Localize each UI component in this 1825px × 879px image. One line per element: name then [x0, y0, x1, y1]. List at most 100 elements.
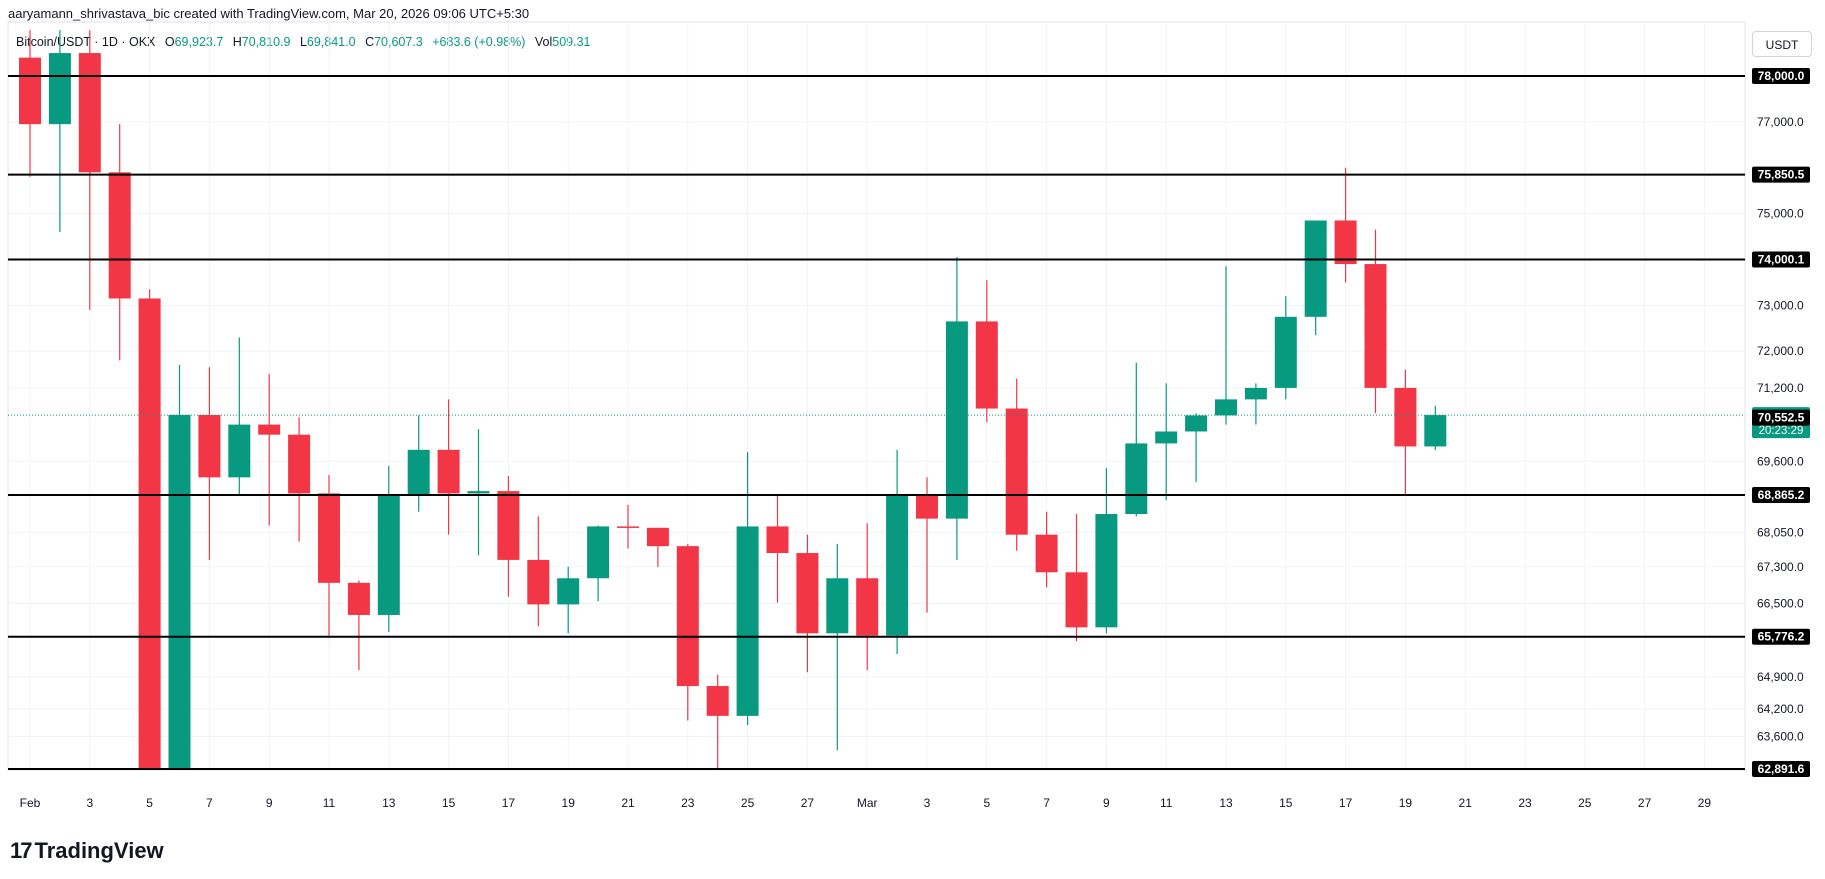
candle-body[interactable]	[826, 578, 849, 634]
candle-body[interactable]	[168, 414, 191, 778]
x-axis-tick-label: 13	[1219, 796, 1233, 810]
marker-badge-bg	[1752, 409, 1810, 426]
header-caption: aaryamann_shrivastava_bic created with T…	[8, 6, 530, 21]
candle-body[interactable]	[646, 527, 669, 547]
candle-body[interactable]	[617, 526, 639, 528]
candle-body[interactable]	[1394, 387, 1417, 447]
candle-body[interactable]	[1065, 572, 1088, 628]
candle-body[interactable]	[377, 495, 400, 615]
x-axis-tick-label: 29	[1698, 796, 1712, 810]
plot-frame	[7, 21, 1746, 771]
candle-body[interactable]	[1185, 415, 1208, 432]
candle-body[interactable]	[347, 582, 370, 615]
candle-body[interactable]	[945, 321, 968, 519]
x-axis-tick-label: 15	[1279, 796, 1293, 810]
candle-body[interactable]	[1304, 220, 1327, 317]
symbol-name[interactable]: Bitcoin/USDT · 1D · OKX	[16, 35, 156, 49]
candle-body[interactable]	[48, 53, 71, 125]
candle-body[interactable]	[497, 491, 520, 560]
level-badge: 62,891.6	[1758, 762, 1805, 776]
candle-body[interactable]	[1095, 514, 1118, 628]
candle-body[interactable]	[796, 553, 819, 634]
level-badge-bg	[1752, 166, 1810, 183]
x-axis-tick-label: 7	[206, 796, 213, 810]
candle-body[interactable]	[407, 449, 430, 496]
level-badge: 75,850.5	[1758, 168, 1805, 182]
y-axis-tick-label: 69,600.0	[1757, 454, 1804, 468]
level-badge: 74,000.1	[1758, 252, 1805, 266]
candle-body[interactable]	[856, 578, 879, 636]
candle-body[interactable]	[676, 546, 699, 687]
y-axis-tick-label: 63,600.0	[1757, 730, 1804, 744]
x-axis-tick-label: 15	[442, 796, 456, 810]
candle-body[interactable]	[1274, 316, 1297, 388]
tradingview-logo-icon: 17	[10, 838, 33, 863]
marker-badge: 70,552.5	[1758, 411, 1805, 425]
y-axis-tick-label: 77,000.0	[1757, 115, 1804, 129]
x-axis-tick-label: 5	[983, 796, 990, 810]
tradingview-brand[interactable]: 17 TradingView	[10, 838, 164, 864]
candles-group	[19, 30, 1447, 778]
candle-body[interactable]	[886, 494, 909, 636]
candle-body[interactable]	[527, 559, 550, 605]
x-axis-tick-label: 19	[562, 796, 576, 810]
candle-body[interactable]	[1424, 415, 1447, 447]
low-label: L	[299, 35, 307, 49]
y-axis-tick-label: 73,000.0	[1757, 298, 1804, 312]
x-axis-tick-label: 23	[1518, 796, 1532, 810]
x-axis-tick-label: 17	[1339, 796, 1353, 810]
candle-body[interactable]	[975, 321, 998, 409]
level-badge: 65,776.2	[1758, 630, 1805, 644]
candle-body[interactable]	[916, 494, 938, 519]
x-axis-tick-label: 13	[382, 796, 396, 810]
level-badge-bg	[1752, 251, 1810, 268]
close-value: 70,607.3	[374, 35, 423, 49]
candle-body[interactable]	[1035, 534, 1058, 573]
candle-body[interactable]	[1005, 408, 1028, 535]
candle-body[interactable]	[288, 434, 311, 494]
x-axis-tick-label: 17	[502, 796, 516, 810]
candle-body[interactable]	[1155, 431, 1178, 444]
candle-body[interactable]	[1215, 399, 1237, 416]
candle-body[interactable]	[1244, 387, 1267, 400]
candle-body[interactable]	[1125, 443, 1148, 515]
x-axis-tick-label: 21	[621, 796, 635, 810]
level-badge-bg	[1752, 761, 1810, 777]
currency-badge[interactable]: USDT	[1752, 31, 1812, 57]
x-axis-tick-label: 25	[1578, 796, 1592, 810]
candle-body[interactable]	[228, 424, 251, 478]
volume-label: Vol	[534, 35, 553, 49]
candle-body[interactable]	[198, 414, 221, 478]
candle-body[interactable]	[766, 526, 789, 554]
level-badge-bg	[1752, 486, 1810, 503]
candle-body[interactable]	[467, 491, 490, 494]
candle-body[interactable]	[1334, 220, 1357, 265]
candle-body[interactable]	[108, 172, 131, 299]
level-badge-bg	[1752, 628, 1810, 645]
candle-body[interactable]	[587, 526, 610, 579]
candle-body[interactable]	[138, 298, 161, 777]
y-axis-tick-label: 66,500.0	[1757, 596, 1804, 610]
x-axis-tick-label: 7	[1043, 796, 1050, 810]
candle-body[interactable]	[1364, 264, 1387, 388]
candle-body[interactable]	[78, 53, 101, 173]
candle-body[interactable]	[19, 57, 41, 125]
candle-body[interactable]	[736, 526, 759, 716]
level-badge: 68,865.2	[1758, 488, 1805, 502]
level-badge-bg	[1752, 68, 1810, 84]
candle-body[interactable]	[706, 686, 729, 716]
y-axis-tick-label: 68,050.0	[1757, 525, 1804, 539]
candle-body[interactable]	[258, 424, 281, 435]
open-value: 69,923.7	[174, 35, 224, 49]
y-axis-tick-label: 64,900.0	[1757, 670, 1804, 684]
y-axis-tick-label: 67,300.0	[1757, 560, 1804, 574]
symbol-legend: Bitcoin/USDT · 1D · OKX O69,923.7 H70,81…	[16, 35, 590, 49]
candle-body[interactable]	[437, 449, 460, 494]
x-axis-tick-label: 19	[1399, 796, 1413, 810]
low-value: 69,841.0	[306, 35, 356, 49]
change-value: +683.6 (+0.98%)	[432, 35, 526, 49]
x-axis-tick-label: 23	[681, 796, 695, 810]
candle-body[interactable]	[318, 493, 340, 583]
candle-body[interactable]	[557, 578, 580, 605]
